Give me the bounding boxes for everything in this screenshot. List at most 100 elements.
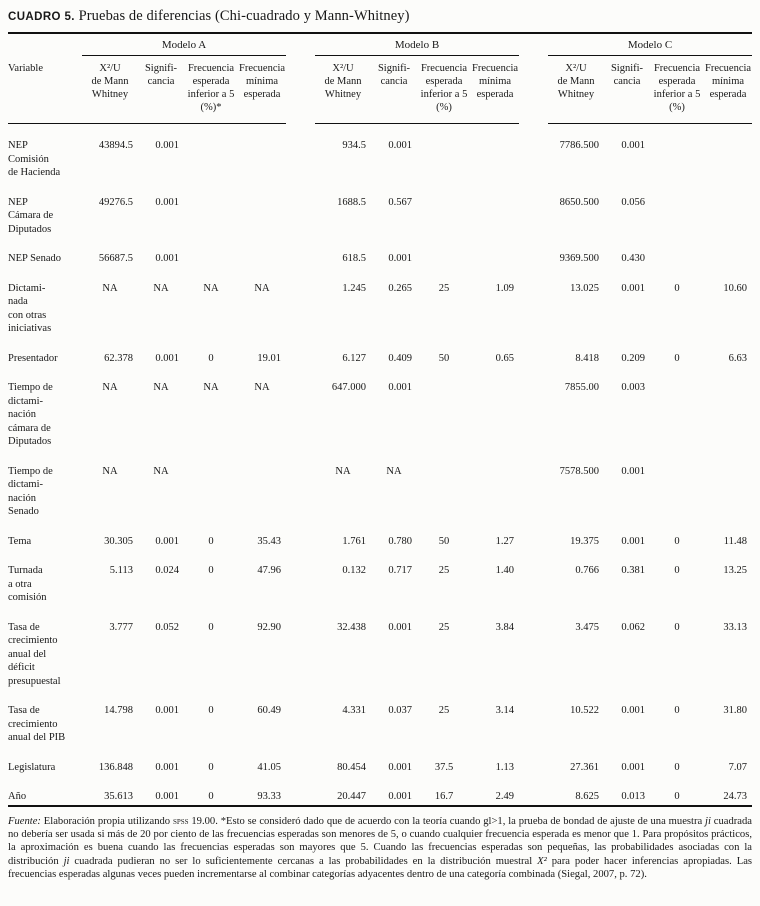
value-cell: 934.5 xyxy=(342,140,366,151)
value-cell: 0.381 xyxy=(621,565,645,576)
value-cell: 14.798 xyxy=(104,705,133,716)
value-cell: 37.5 xyxy=(434,761,454,773)
column-header-row: Variable X²/U de Mann Whitney Signifi- c… xyxy=(8,55,752,124)
value-cell: 1.761 xyxy=(342,535,366,547)
value-cell: 56687.5 xyxy=(98,253,133,264)
value-cell: 35.43 xyxy=(257,535,281,547)
value-cell: NA xyxy=(153,282,169,294)
footnote-text: 19.00. *Esto se consideró dado que de ac… xyxy=(188,815,706,827)
table-row: Legislatura 136.848 0.001 0 41.05 80.454 0.001… xyxy=(8,746,752,776)
value-cell xyxy=(184,124,238,181)
value-cell: NA xyxy=(102,465,118,477)
value-cell xyxy=(704,237,752,267)
value-cell: 0 xyxy=(208,621,214,633)
column-gap xyxy=(286,450,315,520)
header-b-significancia: Signifi- cancia xyxy=(371,55,417,124)
header-a-frecuencia-minima: Frecuencia mínima esperada xyxy=(238,55,286,124)
value-cell: 19.375 xyxy=(570,535,599,547)
value-cell: 0.037 xyxy=(388,705,412,716)
column-gap xyxy=(519,267,548,337)
value-cell xyxy=(704,366,752,450)
value-cell: NA xyxy=(203,382,219,393)
value-cell: 0.001 xyxy=(155,196,179,208)
value-cell: 13.025 xyxy=(570,282,599,294)
value-cell: NA xyxy=(386,465,402,477)
value-cell: NA xyxy=(153,382,169,393)
footnote-source-label: Fuente: xyxy=(8,815,41,827)
value-cell: 11.48 xyxy=(723,535,747,547)
value-cell: 0.001 xyxy=(155,761,179,773)
column-gap xyxy=(286,267,315,337)
value-cell: 0.001 xyxy=(155,705,179,716)
value-cell xyxy=(417,124,471,181)
value-cell: 0.001 xyxy=(155,352,179,364)
value-cell: 6.63 xyxy=(728,352,747,364)
column-gap xyxy=(286,33,315,56)
value-cell: 0.001 xyxy=(155,140,179,151)
value-cell: 0.001 xyxy=(621,535,645,547)
value-cell: 25 xyxy=(438,282,450,294)
value-cell: 49276.5 xyxy=(98,196,133,208)
value-cell: 43894.5 xyxy=(98,140,133,151)
group-header-modelo-c: Modelo C xyxy=(548,33,752,56)
value-cell: 0 xyxy=(208,565,214,576)
value-cell: 8650.500 xyxy=(559,196,599,208)
value-cell: 0.001 xyxy=(388,761,412,773)
footnote-x2: X² xyxy=(537,855,547,867)
table-row: Turnada a otra comisión 5.113 0.024 0 47.96 0… xyxy=(8,549,752,606)
value-cell: 8.418 xyxy=(575,352,599,364)
value-cell: 41.05 xyxy=(257,761,281,773)
table-row: Dictami- nada con otras iniciativas NA NA N… xyxy=(8,267,752,337)
value-cell: 647.000 xyxy=(331,382,366,393)
value-cell: 0 xyxy=(674,761,680,773)
header-b-x2u: X²/U de Mann Whitney xyxy=(315,55,371,124)
value-cell: 0.65 xyxy=(495,352,514,364)
value-cell: 20.447 xyxy=(337,791,366,802)
value-cell: 0 xyxy=(674,352,680,364)
group-header-modelo-a: Modelo A xyxy=(82,33,286,56)
value-cell: 32.438 xyxy=(337,621,366,633)
value-cell xyxy=(471,450,519,520)
value-cell: 0.717 xyxy=(388,565,412,576)
table-row: Año 35.613 0.001 0 93.33 20.447 0.001 16.7 2.49 8… xyxy=(8,775,752,806)
value-cell xyxy=(471,237,519,267)
value-cell: 0 xyxy=(208,705,214,716)
column-gap xyxy=(519,450,548,520)
value-cell xyxy=(417,366,471,450)
value-cell: NA xyxy=(203,282,219,294)
column-gap xyxy=(519,520,548,550)
value-cell: 7.07 xyxy=(728,761,747,773)
variable-cell: Turnada a otra comisión xyxy=(8,565,47,603)
value-cell: 7578.500 xyxy=(559,465,599,477)
value-cell xyxy=(417,450,471,520)
column-gap xyxy=(519,56,548,124)
footnote-ji: ji xyxy=(705,815,711,827)
column-gap xyxy=(286,337,315,367)
value-cell: 60.49 xyxy=(257,705,281,716)
header-c-x2u: X²/U de Mann Whitney xyxy=(548,55,604,124)
value-cell: 0.001 xyxy=(155,535,179,547)
table-row: Tasa de crecimiento anual del PIB 14.798 0… xyxy=(8,689,752,746)
value-cell: 618.5 xyxy=(342,253,366,264)
value-cell: 1.09 xyxy=(495,282,514,294)
value-cell: 27.361 xyxy=(570,761,599,773)
model-group-row: Modelo A Modelo B Modelo C xyxy=(8,33,752,56)
variable-cell: Dictami- nada con otras iniciativas xyxy=(8,282,52,335)
value-cell: NA xyxy=(153,465,169,477)
value-cell: 30.305 xyxy=(104,535,133,547)
group-spacer xyxy=(8,33,82,56)
variable-cell: Tema xyxy=(8,535,32,547)
value-cell: NA xyxy=(254,282,270,294)
value-cell: 0.052 xyxy=(155,621,179,633)
value-cell xyxy=(471,124,519,181)
footnote-spss: SPSS xyxy=(172,815,189,827)
value-cell xyxy=(704,450,752,520)
value-cell: 0.409 xyxy=(388,352,412,364)
value-cell: 0.265 xyxy=(388,282,412,294)
header-b-frecuencia-minima: Frecuencia mínima esperada xyxy=(471,55,519,124)
value-cell: 136.848 xyxy=(98,761,133,773)
value-cell: 9369.500 xyxy=(559,253,599,264)
value-cell: 0.766 xyxy=(575,565,599,576)
group-header-modelo-b: Modelo B xyxy=(315,33,519,56)
value-cell: 0.056 xyxy=(621,196,645,208)
